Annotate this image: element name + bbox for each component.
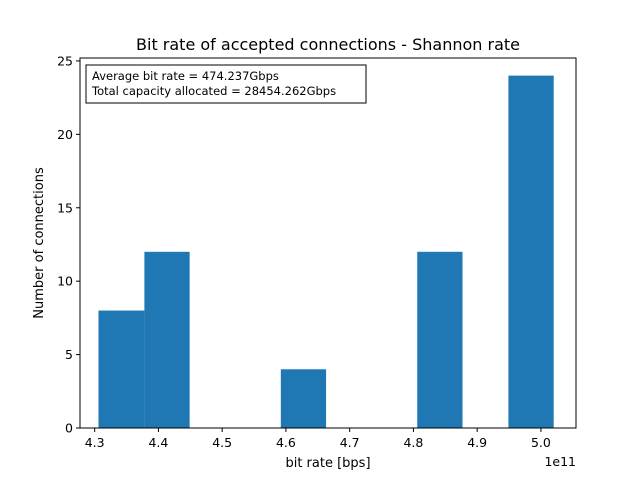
plot-frame <box>79 57 577 429</box>
x-tick-label: 4.9 <box>467 435 487 450</box>
annotation-box: Average bit rate = 474.237Gbps Total cap… <box>85 64 367 104</box>
histogram-bar-9 <box>508 75 554 429</box>
x-axis-label: bit rate [bps] <box>285 456 370 471</box>
bars-group <box>98 75 554 429</box>
histogram-bar-0 <box>98 310 145 428</box>
x-axis-offset-label: 1e11 <box>544 454 576 469</box>
y-axis-label: Number of connections <box>32 167 47 319</box>
x-tick-label: 4.5 <box>212 435 232 450</box>
y-tick-label: 15 <box>57 200 73 215</box>
x-axis-ticks: 4.3 4.4 4.5 4.6 4.7 4.8 4.9 5.0 <box>85 428 551 450</box>
annotation-average-bit-rate: Average bit rate = 474.237Gbps <box>92 69 279 83</box>
x-tick-label: 5.0 <box>531 435 551 450</box>
annotation-total-capacity: Total capacity allocated = 28454.262Gbps <box>91 84 336 98</box>
y-tick-label: 25 <box>57 53 73 68</box>
histogram-bar-7 <box>417 251 463 428</box>
annotation-frame <box>85 64 367 104</box>
y-tick-label: 10 <box>57 274 73 289</box>
y-axis-ticks: 0 5 10 15 20 25 <box>57 53 80 436</box>
x-tick-label: 4.7 <box>340 435 360 450</box>
histogram-bar-1 <box>144 251 190 428</box>
y-tick-label: 0 <box>65 421 73 436</box>
y-tick-label: 20 <box>57 127 73 142</box>
y-tick-label: 5 <box>65 347 73 362</box>
x-tick-label: 4.4 <box>148 435 168 450</box>
histogram-bar-4 <box>280 369 327 428</box>
x-tick-label: 4.3 <box>85 435 105 450</box>
chart-title: Bit rate of accepted connections - Shann… <box>136 35 520 54</box>
x-tick-label: 4.6 <box>276 435 296 450</box>
x-tick-label: 4.8 <box>403 435 423 450</box>
